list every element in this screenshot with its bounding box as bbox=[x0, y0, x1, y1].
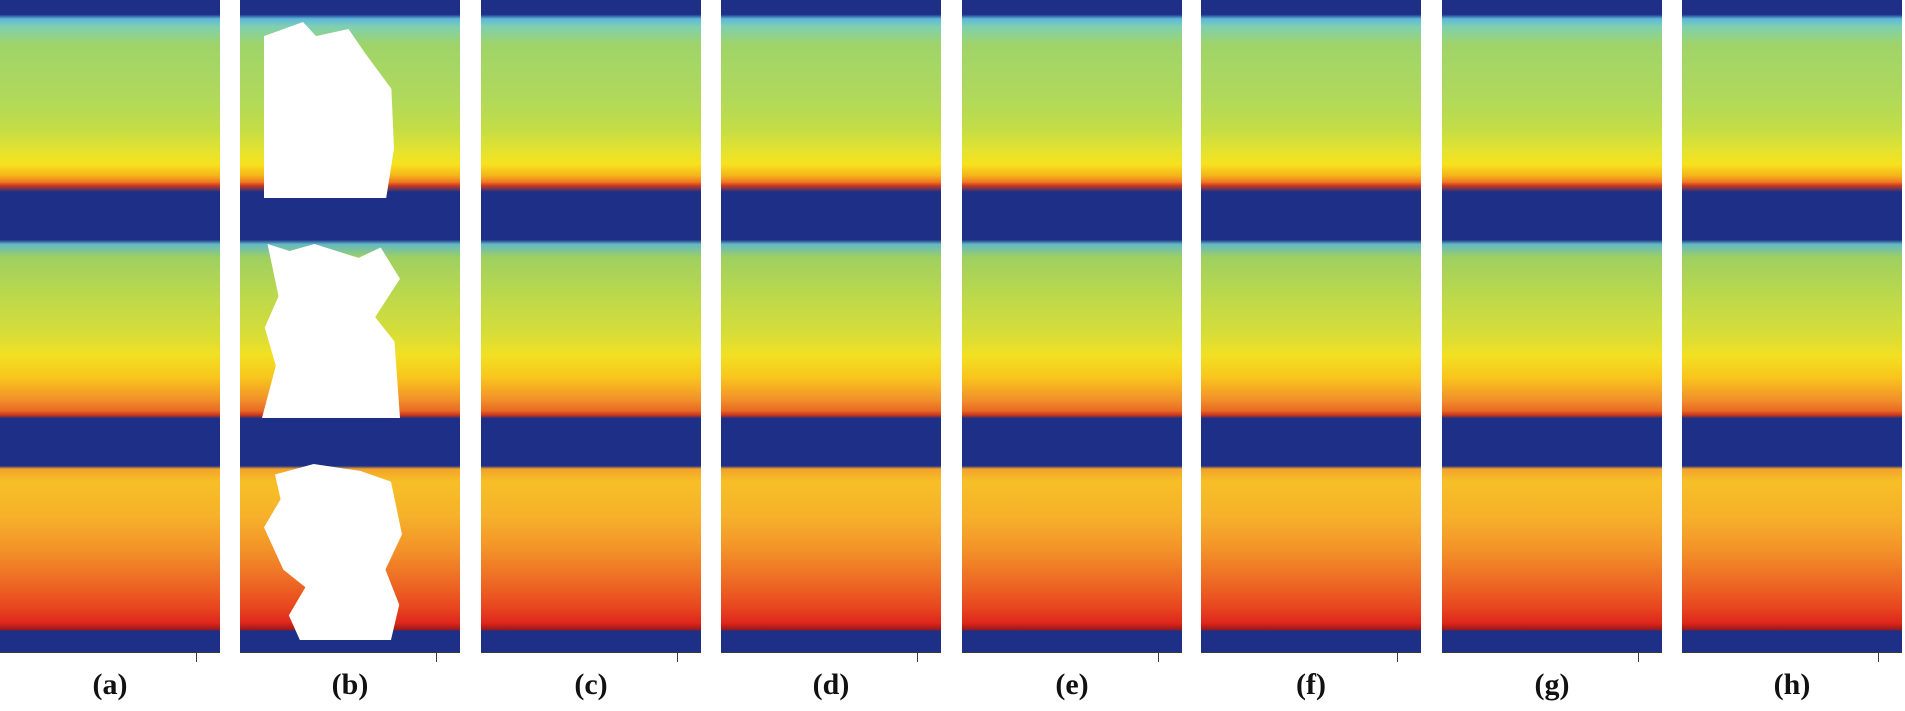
panel-label: (a) bbox=[92, 668, 128, 701]
heatmap-row-1 bbox=[1442, 0, 1662, 222]
panel-label: (f) bbox=[1296, 668, 1326, 701]
heatmap-row-3 bbox=[0, 444, 220, 652]
heatmap-row-2 bbox=[0, 222, 220, 444]
axis-tick bbox=[1397, 653, 1398, 662]
panel-label: (h) bbox=[1773, 668, 1811, 701]
panel-column-b: (b) bbox=[240, 0, 460, 711]
axis-line bbox=[962, 652, 1182, 663]
axis-tick bbox=[1158, 653, 1159, 662]
panel-label: (b) bbox=[331, 668, 369, 701]
heatmap-row-2 bbox=[481, 222, 701, 444]
axis-tick bbox=[1878, 653, 1879, 662]
axis-tick bbox=[436, 653, 437, 662]
panel-column-c: (c) bbox=[481, 0, 701, 711]
panel-label: (g) bbox=[1534, 668, 1570, 701]
heatmap-row-2 bbox=[962, 222, 1182, 444]
axis-line bbox=[721, 652, 941, 663]
panel-label: (c) bbox=[574, 668, 608, 701]
axis-line bbox=[1442, 652, 1662, 663]
heatmap-row-1 bbox=[1201, 0, 1421, 222]
heatmap-row-2 bbox=[1442, 222, 1662, 444]
panel-column-a: (a) bbox=[0, 0, 220, 711]
heatmap-row-1 bbox=[481, 0, 701, 222]
panel-column-g: (g) bbox=[1442, 0, 1662, 711]
heatmap-row-3 bbox=[481, 444, 701, 652]
heatmap-row-3 bbox=[1682, 444, 1902, 652]
heatmap-row-1 bbox=[0, 0, 220, 222]
heatmap-row-2 bbox=[1682, 222, 1902, 444]
heatmap-row-2 bbox=[1201, 222, 1421, 444]
panel-column-d: (d) bbox=[721, 0, 941, 711]
heatmap-row-3 bbox=[1442, 444, 1662, 652]
heatmap-row-1 bbox=[721, 0, 941, 222]
axis-line bbox=[1682, 652, 1902, 663]
heatmap-row-3 bbox=[962, 444, 1182, 652]
panel-label: (d) bbox=[812, 668, 850, 701]
heatmap-row-1 bbox=[1682, 0, 1902, 222]
heatmap-row-3 bbox=[1201, 444, 1421, 652]
heatmap-row-1 bbox=[962, 0, 1182, 222]
axis-tick bbox=[677, 653, 678, 662]
axis-line bbox=[240, 652, 460, 663]
axis-line bbox=[1201, 652, 1421, 663]
occlusion-mask bbox=[262, 244, 400, 418]
axis-tick bbox=[1638, 653, 1639, 662]
heatmap-row-3 bbox=[721, 444, 941, 652]
panel-column-h: (h) bbox=[1682, 0, 1902, 711]
axis-line bbox=[481, 652, 701, 663]
panel-label: (e) bbox=[1055, 668, 1089, 701]
panel-column-e: (e) bbox=[962, 0, 1182, 711]
panel-column-f: (f) bbox=[1201, 0, 1421, 711]
heatmap-row-2 bbox=[721, 222, 941, 444]
axis-tick bbox=[196, 653, 197, 662]
axis-line bbox=[0, 652, 220, 663]
axis-tick bbox=[917, 653, 918, 662]
